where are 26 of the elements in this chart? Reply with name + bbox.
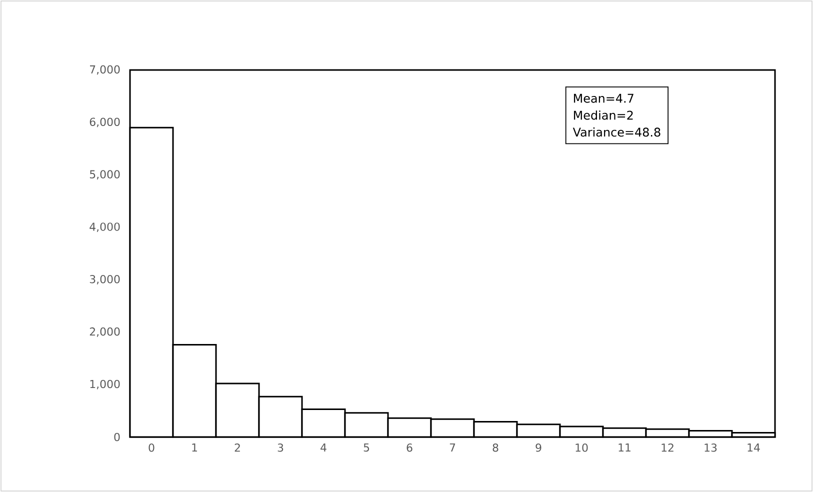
x-tick-label: 13	[704, 444, 717, 452]
x-tick-label: 2	[234, 444, 240, 452]
y-tick-label: 2,000	[90, 327, 120, 337]
y-tick-label: 7,000	[90, 65, 120, 75]
x-tick-label: 5	[364, 444, 370, 452]
x-tick-label: 4	[320, 444, 326, 452]
x-tick-label: 10	[576, 444, 588, 452]
y-tick-label: 3,000	[90, 275, 120, 284]
y-tick-label: 4,000	[90, 222, 120, 232]
x-tick-label: 8	[492, 444, 498, 452]
y-tick-label: 0	[114, 432, 120, 442]
annotation: Median=2	[574, 110, 633, 120]
y-tick-label: 5,000	[90, 170, 120, 180]
x-tick-label: 0	[148, 444, 154, 452]
x-tick-label: 3	[278, 444, 284, 452]
x-tick-label: 1	[192, 444, 197, 452]
x-tick-label: 9	[536, 444, 542, 452]
x-tick-label: 12	[662, 444, 674, 452]
y-tick-label: 6,000	[90, 118, 120, 128]
annotation: Mean=4.7	[574, 94, 634, 103]
x-tick-label: 6	[406, 444, 412, 452]
x-tick-label: 11	[618, 444, 630, 452]
x-tick-label: 7	[450, 444, 456, 452]
annotation: Variance=48.8	[572, 127, 660, 137]
y-tick-label: 1,000	[90, 380, 120, 390]
x-tick-label: 14	[748, 444, 760, 452]
